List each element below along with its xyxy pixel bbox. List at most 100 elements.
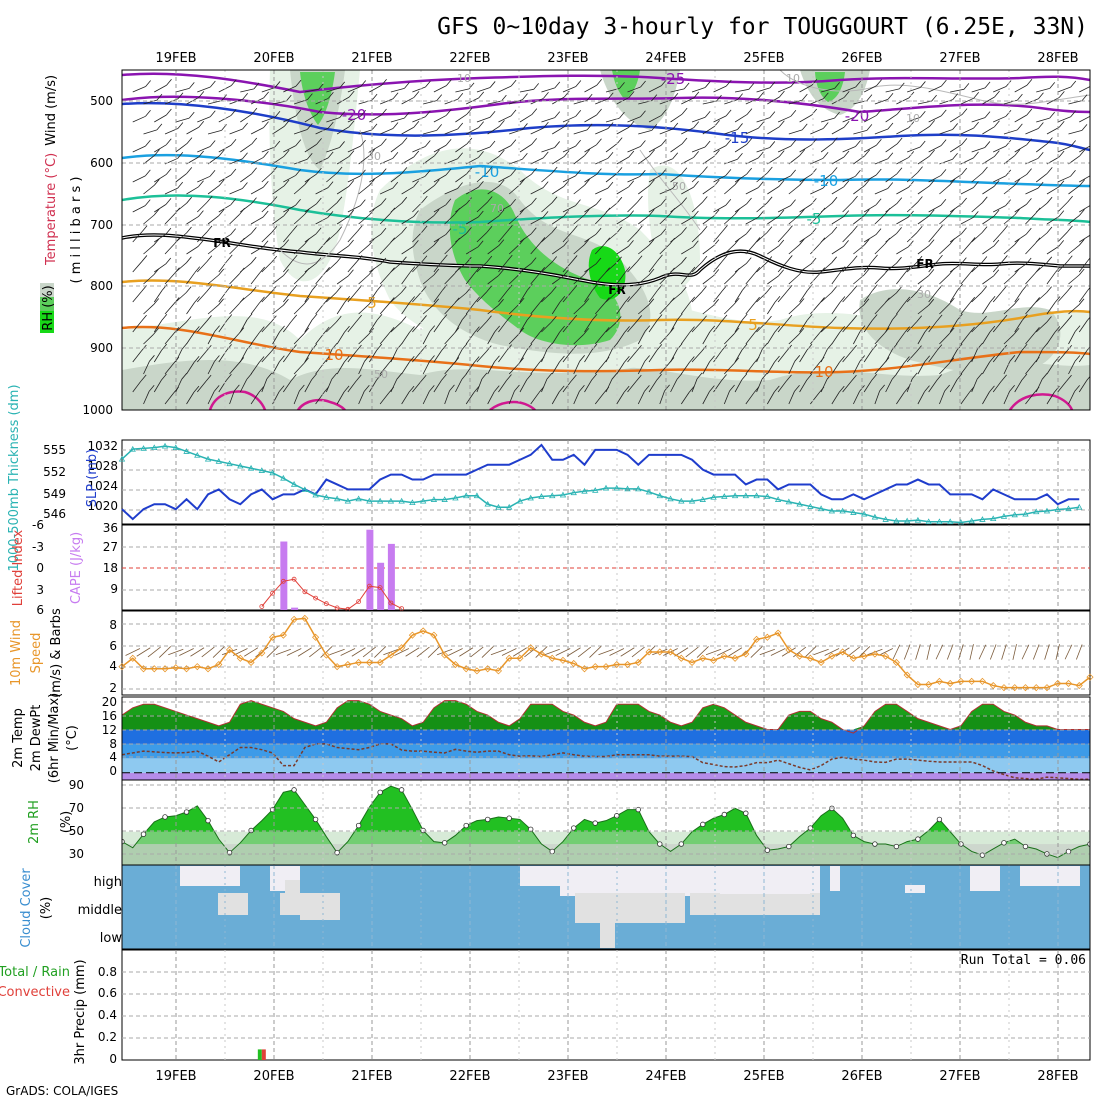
- rh2m-point: [549, 848, 555, 855]
- wind-barb: [971, 117, 986, 123]
- wind-barb: [283, 290, 293, 303]
- iso-label-fr-3: FR: [916, 257, 933, 271]
- wind-barb: [326, 117, 340, 123]
- wind-barb: [702, 391, 710, 405]
- wind-barb: [648, 174, 662, 183]
- wind-barb-flag: [892, 313, 898, 321]
- wind-barb-flag: [941, 79, 947, 87]
- wind-barb: [874, 243, 886, 255]
- run-total-label: Run Total = 0.06: [961, 953, 1086, 968]
- wind-barb-flag: [343, 385, 350, 393]
- cloud-block: [720, 866, 810, 894]
- wind-barb: [293, 214, 305, 225]
- wind-barb: [767, 186, 780, 195]
- wind-barb: [637, 361, 645, 375]
- wind-barb-flag: [193, 356, 200, 363]
- wind-barb-flag: [701, 255, 708, 263]
- wind-barb-flag: [628, 150, 635, 158]
- wind-speed-point: [709, 656, 718, 664]
- wind-barb: [960, 187, 974, 195]
- wind-barb-flag: [896, 256, 902, 264]
- wind-barb: [154, 174, 167, 183]
- wind-speed-point: [537, 650, 546, 658]
- wind-barb: [390, 262, 402, 273]
- wind-barb: [143, 391, 150, 405]
- wind-barb: [874, 98, 889, 105]
- wind-barb: [810, 303, 820, 315]
- wind-barb-flag: [230, 109, 237, 116]
- wind-barb: [401, 246, 414, 255]
- wind-barb: [261, 172, 273, 183]
- wind-barb: [734, 203, 747, 213]
- svg-text:2m RH: 2m RH: [27, 800, 42, 844]
- wind-barb-flag: [571, 285, 578, 292]
- wind-barb-flag: [963, 83, 970, 90]
- wind-barb: [616, 186, 629, 195]
- wind-barb-flag: [481, 372, 488, 380]
- wind-barb: [1003, 214, 1015, 225]
- wind-barb: [476, 321, 487, 333]
- thickness-point: [409, 499, 416, 506]
- wind-speed-point: [1043, 684, 1051, 692]
- wind-barb-flag: [1042, 343, 1048, 350]
- wind-barb-flag: [961, 257, 967, 264]
- wind-barb: [369, 144, 382, 153]
- wind-barb-flag: [477, 240, 484, 248]
- wind-barb-flag: [1046, 316, 1052, 323]
- wind-barb: [573, 274, 585, 285]
- wind-barb-flag: [413, 91, 420, 98]
- thickness-point: [635, 485, 642, 492]
- wind-barb: [724, 214, 735, 225]
- wind-barb-10m: [577, 646, 592, 658]
- wind-barb: [498, 290, 508, 303]
- wind-speed-point: [849, 654, 857, 662]
- wind-barb-flag: [607, 181, 614, 189]
- wind-barb-flag: [683, 82, 690, 90]
- wind-barb-flag: [543, 92, 549, 99]
- wind-barb: [627, 261, 638, 273]
- wind-barb-flag: [807, 284, 813, 291]
- wind-barb: [240, 88, 255, 93]
- wind-barb-flag: [949, 178, 956, 186]
- thickness-point: [828, 507, 836, 514]
- wind-barb-flag: [339, 81, 346, 89]
- wind-barb: [498, 145, 512, 153]
- thickness-point: [656, 492, 663, 499]
- wind-barb-flag: [441, 344, 448, 351]
- wind-barb-flag: [165, 168, 172, 175]
- cloud-level-middle: middle: [78, 903, 122, 918]
- wind-barb-flag: [564, 90, 570, 98]
- wind-barb-flag: [843, 150, 850, 158]
- wind-speed-point: [344, 660, 352, 669]
- wind-barb-flag: [595, 227, 602, 235]
- wind-barb-flag: [474, 296, 480, 304]
- wind-barb: [304, 144, 317, 153]
- band-below-zero: [122, 772, 1090, 780]
- li-tick-0: 0: [36, 561, 44, 575]
- wind-barb: [777, 261, 788, 273]
- thickness-point: [355, 495, 362, 502]
- wind-barb: [756, 117, 771, 123]
- wind-barb-flag: [145, 169, 151, 177]
- wind-barb: [992, 350, 1003, 363]
- wind-barb-flag: [648, 268, 655, 276]
- wind-barb-flag: [539, 296, 545, 304]
- wind-barb-flag: [335, 315, 342, 323]
- wind-barb-flag: [465, 256, 472, 264]
- wind-barb-flag: [1021, 343, 1028, 351]
- wind-barb-flag: [591, 314, 598, 321]
- wind-barb: [713, 320, 723, 333]
- wind-barb-flag: [165, 138, 172, 146]
- wind-barb-flag: [1091, 229, 1096, 235]
- wind-barb-flag: [778, 209, 785, 217]
- wind-barb-10m: [878, 648, 894, 656]
- wind-barb-flag: [304, 178, 310, 186]
- wind-barb: [1014, 379, 1023, 393]
- wind-barb-flag: [843, 240, 849, 247]
- wind-barb: [594, 273, 605, 285]
- wind-barb-flag: [441, 314, 448, 321]
- wind-barb: [831, 186, 845, 195]
- wind-barb: [336, 391, 345, 405]
- wind-barb: [885, 173, 898, 183]
